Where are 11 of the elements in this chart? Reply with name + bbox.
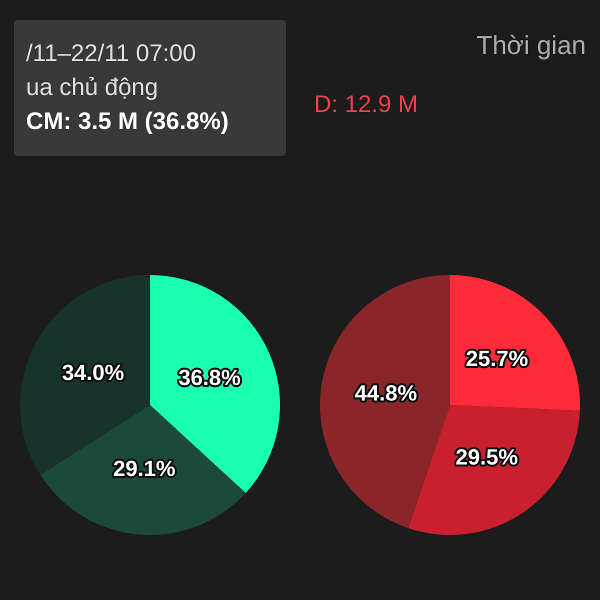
- data-label: 25.7%: [466, 346, 528, 372]
- text: ua chủ động: [26, 74, 160, 102]
- text: Thời gian: [475, 30, 586, 61]
- text: D: 12.9 M: [314, 91, 420, 119]
- data-label: 34.0%: [62, 360, 124, 385]
- data-label: 29.1%: [113, 456, 176, 481]
- data-label: 44.8%: [354, 380, 418, 406]
- text: /11–22/11 07:00: [26, 40, 197, 68]
- data-label: 29.5%: [456, 444, 518, 470]
- data-label: 36.8%: [178, 364, 241, 390]
- text: CM: 3.5 M (36.8%): [26, 108, 230, 136]
